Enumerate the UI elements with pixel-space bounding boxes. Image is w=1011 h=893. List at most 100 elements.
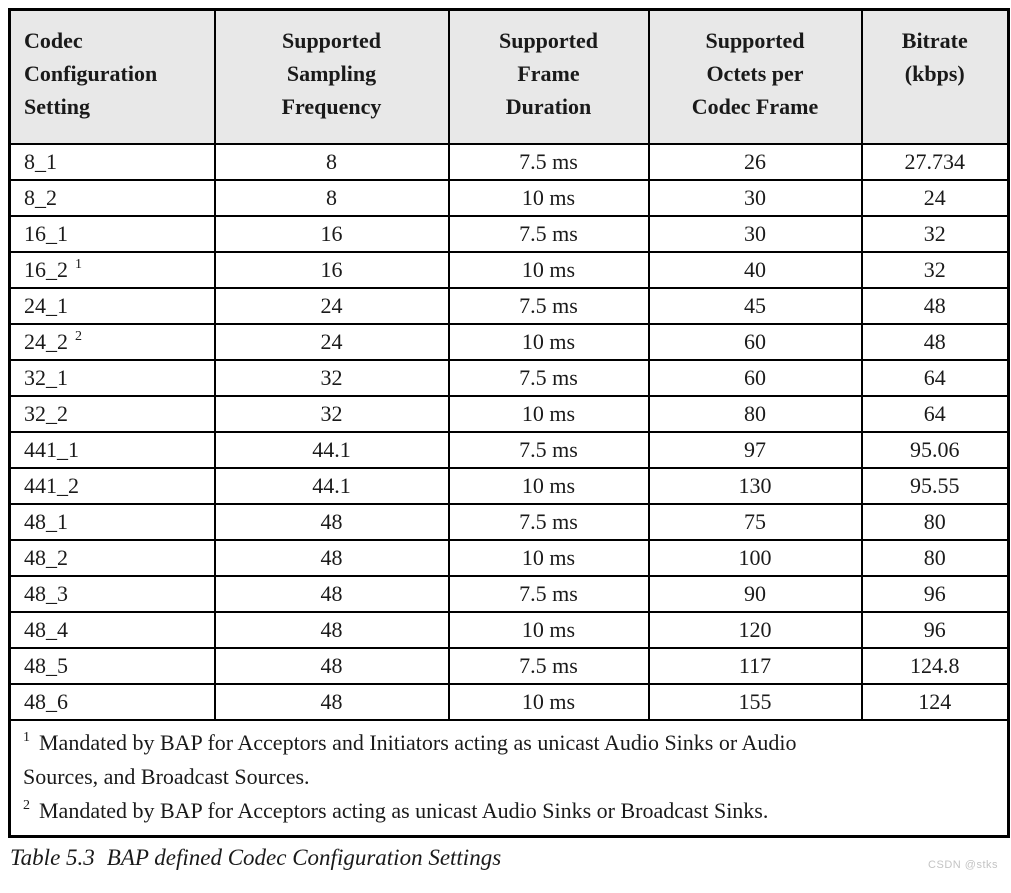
cell-codec-configuration-setting: 24_1 <box>8 286 216 325</box>
document-page: Codec Configuration Setting Supported Sa… <box>8 8 1010 871</box>
cell-octets-per-frame: 45 <box>647 286 863 325</box>
header-supported-frame-duration: Supported Frame Duration <box>447 8 650 145</box>
cell-codec-configuration-setting: 48_2 <box>8 538 216 577</box>
cell-octets-per-frame: 26 <box>647 142 863 181</box>
cell-octets-per-frame: 80 <box>647 394 863 433</box>
cell-bitrate: 80 <box>860 538 1010 577</box>
cell-codec-configuration-setting: 32_2 <box>8 394 216 433</box>
cell-sampling-frequency: 16 <box>213 250 450 289</box>
cell-bitrate: 48 <box>860 286 1010 325</box>
cell-frame-duration: 7.5 ms <box>447 358 650 397</box>
table-row: 32_1 32 7.5 ms 60 64 <box>8 358 1010 397</box>
table-caption-text: BAP defined Codec Configuration Settings <box>106 844 502 870</box>
cell-octets-per-frame: 75 <box>647 502 863 541</box>
cell-codec-configuration-setting: 48_5 <box>8 646 216 685</box>
cell-sampling-frequency: 48 <box>213 682 450 721</box>
cell-codec-configuration-setting: 441_1 <box>8 430 216 469</box>
cell-frame-duration: 10 ms <box>447 538 650 577</box>
cell-octets-per-frame: 40 <box>647 250 863 289</box>
cell-sampling-frequency: 8 <box>213 178 450 217</box>
cell-bitrate: 24 <box>860 178 1010 217</box>
cell-codec-configuration-setting: 441_2 <box>8 466 216 505</box>
cell-octets-per-frame: 117 <box>647 646 863 685</box>
table-row: 48_5 48 7.5 ms 117 124.8 <box>8 646 1010 685</box>
table-header: Codec Configuration Setting Supported Sa… <box>8 8 1010 145</box>
table-row: 441_2 44.1 10 ms 130 95.55 <box>8 466 1010 505</box>
cell-sampling-frequency: 24 <box>213 322 450 361</box>
table-row: 24_2 2 24 10 ms 60 48 <box>8 322 1010 361</box>
cell-octets-per-frame: 155 <box>647 682 863 721</box>
cell-bitrate: 96 <box>860 574 1010 613</box>
table-body: 8_1 8 7.5 ms 26 27.734 8_2 8 10 ms 30 24… <box>8 142 1010 721</box>
cell-bitrate: 27.734 <box>860 142 1010 181</box>
cell-bitrate: 96 <box>860 610 1010 649</box>
header-supported-octets-per-codec-frame: Supported Octets per Codec Frame <box>647 8 863 145</box>
cell-frame-duration: 10 ms <box>447 682 650 721</box>
cell-bitrate: 32 <box>860 214 1010 253</box>
cell-codec-configuration-setting: 24_2 2 <box>8 322 216 361</box>
cell-sampling-frequency: 48 <box>213 646 450 685</box>
cell-sampling-frequency: 48 <box>213 574 450 613</box>
table-row: 48_6 48 10 ms 155 124 <box>8 682 1010 721</box>
cell-sampling-frequency: 44.1 <box>213 430 450 469</box>
table-row: 16_1 16 7.5 ms 30 32 <box>8 214 1010 253</box>
table-row: 441_1 44.1 7.5 ms 97 95.06 <box>8 430 1010 469</box>
cell-octets-per-frame: 30 <box>647 214 863 253</box>
header-row: Codec Configuration Setting Supported Sa… <box>8 8 1010 145</box>
cell-bitrate: 64 <box>860 358 1010 397</box>
cell-bitrate: 124.8 <box>860 646 1010 685</box>
cell-sampling-frequency: 48 <box>213 502 450 541</box>
cell-codec-configuration-setting: 48_6 <box>8 682 216 721</box>
table-caption: Table 5.3 BAP defined Codec Configuration… <box>8 845 1007 871</box>
cell-bitrate: 48 <box>860 322 1010 361</box>
footnote-1-marker: 1 <box>23 730 30 746</box>
cell-sampling-frequency: 44.1 <box>213 466 450 505</box>
cell-codec-configuration-setting: 8_1 <box>8 142 216 181</box>
table-row: 32_2 32 10 ms 80 64 <box>8 394 1010 433</box>
cell-frame-duration: 10 ms <box>447 178 650 217</box>
cell-bitrate: 32 <box>860 250 1010 289</box>
cell-frame-duration: 10 ms <box>447 610 650 649</box>
cell-frame-duration: 7.5 ms <box>447 430 650 469</box>
cell-frame-duration: 7.5 ms <box>447 286 650 325</box>
table-row: 48_2 48 10 ms 100 80 <box>8 538 1010 577</box>
cell-sampling-frequency: 32 <box>213 358 450 397</box>
cell-bitrate: 95.55 <box>860 466 1010 505</box>
footnote-2: 2 Mandated by BAP for Acceptors acting as… <box>23 794 995 828</box>
cell-octets-per-frame: 60 <box>647 358 863 397</box>
table-row: 8_1 8 7.5 ms 26 27.734 <box>8 142 1010 181</box>
cell-octets-per-frame: 97 <box>647 430 863 469</box>
cell-frame-duration: 7.5 ms <box>447 646 650 685</box>
header-bitrate-kbps: Bitrate (kbps) <box>860 8 1010 145</box>
table-row: 48_1 48 7.5 ms 75 80 <box>8 502 1010 541</box>
cell-octets-per-frame: 100 <box>647 538 863 577</box>
cell-frame-duration: 7.5 ms <box>447 214 650 253</box>
footnote-2-marker: 2 <box>23 798 30 814</box>
cell-frame-duration: 7.5 ms <box>447 142 650 181</box>
codec-configuration-table: Codec Configuration Setting Supported Sa… <box>8 8 1010 838</box>
table-row: 48_3 48 7.5 ms 90 96 <box>8 574 1010 613</box>
cell-frame-duration: 7.5 ms <box>447 574 650 613</box>
table-row: 16_2 1 16 10 ms 40 32 <box>8 250 1010 289</box>
cell-codec-configuration-setting: 8_2 <box>8 178 216 217</box>
cell-sampling-frequency: 24 <box>213 286 450 325</box>
cell-frame-duration: 10 ms <box>447 322 650 361</box>
footnote-row: 1 Mandated by BAP for Acceptors and Initi… <box>8 718 1010 837</box>
cell-bitrate: 95.06 <box>860 430 1010 469</box>
cell-codec-configuration-setting: 16_1 <box>8 214 216 253</box>
cell-octets-per-frame: 90 <box>647 574 863 613</box>
csdn-watermark: CSDN @stks <box>928 859 998 871</box>
cell-sampling-frequency: 8 <box>213 142 450 181</box>
cell-frame-duration: 10 ms <box>447 394 650 433</box>
cell-codec-configuration-setting: 48_3 <box>8 574 216 613</box>
cell-frame-duration: 7.5 ms <box>447 502 650 541</box>
cell-sampling-frequency: 48 <box>213 538 450 577</box>
cell-codec-configuration-setting: 48_4 <box>8 610 216 649</box>
cell-octets-per-frame: 120 <box>647 610 863 649</box>
footnote-1: 1 Mandated by BAP for Acceptors and Initi… <box>23 726 995 794</box>
cell-sampling-frequency: 16 <box>213 214 450 253</box>
cell-octets-per-frame: 130 <box>647 466 863 505</box>
cell-bitrate: 64 <box>860 394 1010 433</box>
header-supported-sampling-frequency: Supported Sampling Frequency <box>213 8 450 145</box>
cell-octets-per-frame: 60 <box>647 322 863 361</box>
